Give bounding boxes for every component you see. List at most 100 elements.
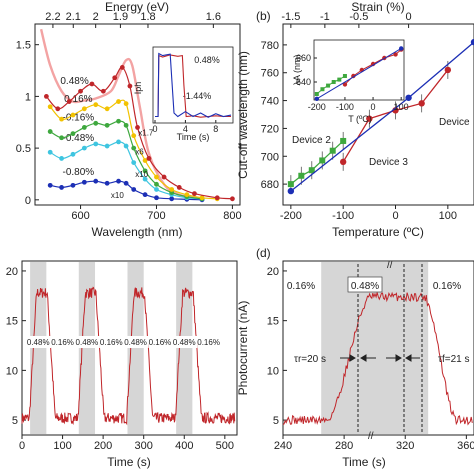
panel-a-series--0.16%-point-9: [142, 168, 148, 174]
panel-a-xlabel: Wavelength (nm): [92, 225, 183, 239]
panel-a-multiplier-2: x10: [135, 170, 148, 179]
panel-a-top-tick-label-5: 1.6: [206, 11, 221, 23]
panel-d-xlabel: Time (s): [342, 455, 386, 469]
panel-b-inset-xtick-label-0: -200: [308, 102, 326, 112]
panel-a-series-0.16%-point-13: [199, 195, 205, 201]
panel-a-series-0.48%-point-1: [55, 106, 61, 112]
panel-c-xtick-label-5: 500: [216, 440, 234, 452]
panel-d-xtick-label-1: 280: [335, 440, 353, 452]
panel-a-top-tick-label-1: 2.1: [66, 11, 81, 23]
panel-a-series--0.16%-point-1: [59, 135, 64, 141]
panel-a-series-0.48%-point-12: [176, 185, 182, 190]
panel-a-inset-label-red: 0.48%: [194, 55, 220, 65]
panel-a-series-0.16%-point-0: [47, 104, 53, 110]
panel-b: (b) Strain (%) Temperature (ºC) Cut-off …: [236, 0, 474, 239]
panel-a-series--0.80%-point-2: [70, 182, 76, 188]
panel-c-frame: [21, 260, 238, 436]
panel-b-ytick-label-1: 700: [261, 151, 279, 163]
panel-a-series--0.48%-point-9: [142, 176, 148, 182]
panel-b-inset-point-blue-1: [398, 46, 404, 51]
panel-b-point-Device-3: [418, 100, 425, 107]
panel-a-series--0.48%-point-8: [131, 160, 137, 165]
panel-b-point-Device-3-2: [470, 38, 474, 46]
panel-a-top-xlabel: Energy (eV): [105, 0, 169, 14]
panel-d-ytick-label-3: 20: [267, 266, 279, 278]
panel-b-point-Device-2-1: [298, 172, 305, 179]
panel-a-series--0.80%-point-9: [142, 192, 148, 198]
panel-a-series--0.16%-point-6: [116, 118, 121, 124]
panel-a-series--0.48%-point-4: [93, 141, 99, 147]
panel-b-ytick-label-0: 680: [261, 179, 279, 191]
panel-a-inset-ylabel: Iph: [133, 82, 143, 95]
panel-a-top-tick-label-0: 2.2: [45, 11, 60, 23]
panel-a-series--0.80%-point-1: [59, 185, 64, 190]
panel-b-inset-ylabel: λA (nm): [292, 54, 302, 85]
panel-a-series-0.48%-point-9: [135, 125, 140, 130]
panel-a-series-0.48%-line: [45, 66, 233, 200]
panel-c-strain-label-0: 0.48%: [27, 338, 50, 347]
panel-c-label-bg-2: [73, 336, 100, 348]
panel-c-strain-label-7: 0.16%: [197, 338, 220, 347]
panel-b-inset-point-red-0: [342, 82, 348, 87]
panel-d-label-mid: 0.48%: [351, 281, 379, 292]
panel-a-series--0.48%-point-2: [70, 151, 76, 157]
panel-d-axis-break-top: //: [387, 260, 393, 271]
panel-b-inset-point-red-5: [393, 52, 398, 57]
panel-a-frame: [34, 23, 241, 206]
panel-b-point-Device-3-1: [405, 94, 412, 101]
panel-a-inset-trace--1.44%: [155, 52, 232, 118]
panel-a-series--0.16%-point-3: [81, 125, 87, 130]
panel-c-photocurrent-trace: [21, 286, 236, 426]
panel-b-ytick-label-2: 720: [261, 123, 279, 135]
panel-c-xlabel: Time (s): [107, 455, 151, 469]
panel-a-series-0.16%-point-12: [184, 192, 190, 198]
panel-d-xtick-label-2: 320: [396, 440, 414, 452]
panel-d-ytick-label-2: 15: [267, 316, 279, 328]
panel-d-frame: [282, 260, 474, 436]
panel-b-letter: (b): [256, 9, 271, 23]
panel-b-inset-point-green-4: [337, 77, 342, 82]
panel-a-series-label-0.16%: 0.16%: [64, 94, 92, 105]
panel-a-series--0.48%-point-10: [154, 187, 159, 192]
panel-b-xtick-label-3: 100: [439, 210, 457, 222]
panel-d-xtick-label-3: 360: [457, 440, 474, 452]
panel-d-label-left: 0.16%: [287, 281, 315, 292]
panel-a-ytick-label-0: 0: [25, 195, 31, 207]
panel-a-series-0.48%-point-7: [119, 65, 125, 70]
panel-a-series-0.16%-point-5: [104, 106, 110, 112]
panel-d-letter: (d): [256, 246, 271, 260]
panel-a-series--0.16%-point-4: [93, 120, 99, 126]
panel-d-ytick-label-1: 10: [267, 365, 279, 377]
panel-c-label-bg-6: [171, 336, 198, 348]
panel-b-inset-line-blue: [316, 47, 402, 100]
panel-a-inset-xtick-label-1: 4: [183, 124, 188, 134]
panel-c-strain-label-5: 0.16%: [149, 338, 172, 347]
panel-a-ytick-label-3: 1.5: [16, 40, 31, 52]
panel-d-ylabel: Photocurrent (nA): [236, 301, 250, 396]
panel-a-inset-xtick-label-0: 0: [152, 124, 157, 134]
panel-a-series--0.80%-point-8: [131, 187, 137, 192]
panel-a-series-0.16%-point-11: [169, 187, 175, 192]
panel-b-point-Device-2-4: [329, 147, 336, 154]
panel-a-series-0.48%-point-11: [161, 174, 167, 180]
panel-c-strain-label-2: 0.48%: [76, 338, 99, 347]
panel-a-multiplier-0: x1.7: [138, 129, 154, 138]
panel-b-inset-xtick-label-2: 0: [371, 102, 376, 112]
panel-a-series-0.48%-point-8: [127, 83, 133, 89]
panel-c-strain-label-1: 0.16%: [51, 338, 74, 347]
panel-a-top-tick-label-2: 2: [93, 11, 99, 23]
panel-b-point-Device-4: [444, 66, 452, 74]
panel-a-series--0.48%-point-5: [104, 143, 110, 149]
panel-c-strain-label-6: 0.48%: [173, 338, 196, 347]
panel-a-multiplier-1: x6: [135, 147, 144, 156]
panel-d-tau-fall: τf=21 s: [438, 354, 469, 365]
panel-b-inset-ytick-label-1: 660: [296, 53, 311, 63]
panel-a-top-tick-label-4: 1.8: [140, 11, 155, 23]
panel-a-multiplier-3: x10: [111, 191, 124, 200]
panel-b-point-Device-2-3: [319, 157, 326, 164]
panel-c-xtick-label-1: 100: [53, 440, 71, 452]
panel-a-series--0.80%-point-11: [169, 196, 175, 202]
panel-b-xlabel: Temperature (ºC): [332, 225, 424, 239]
